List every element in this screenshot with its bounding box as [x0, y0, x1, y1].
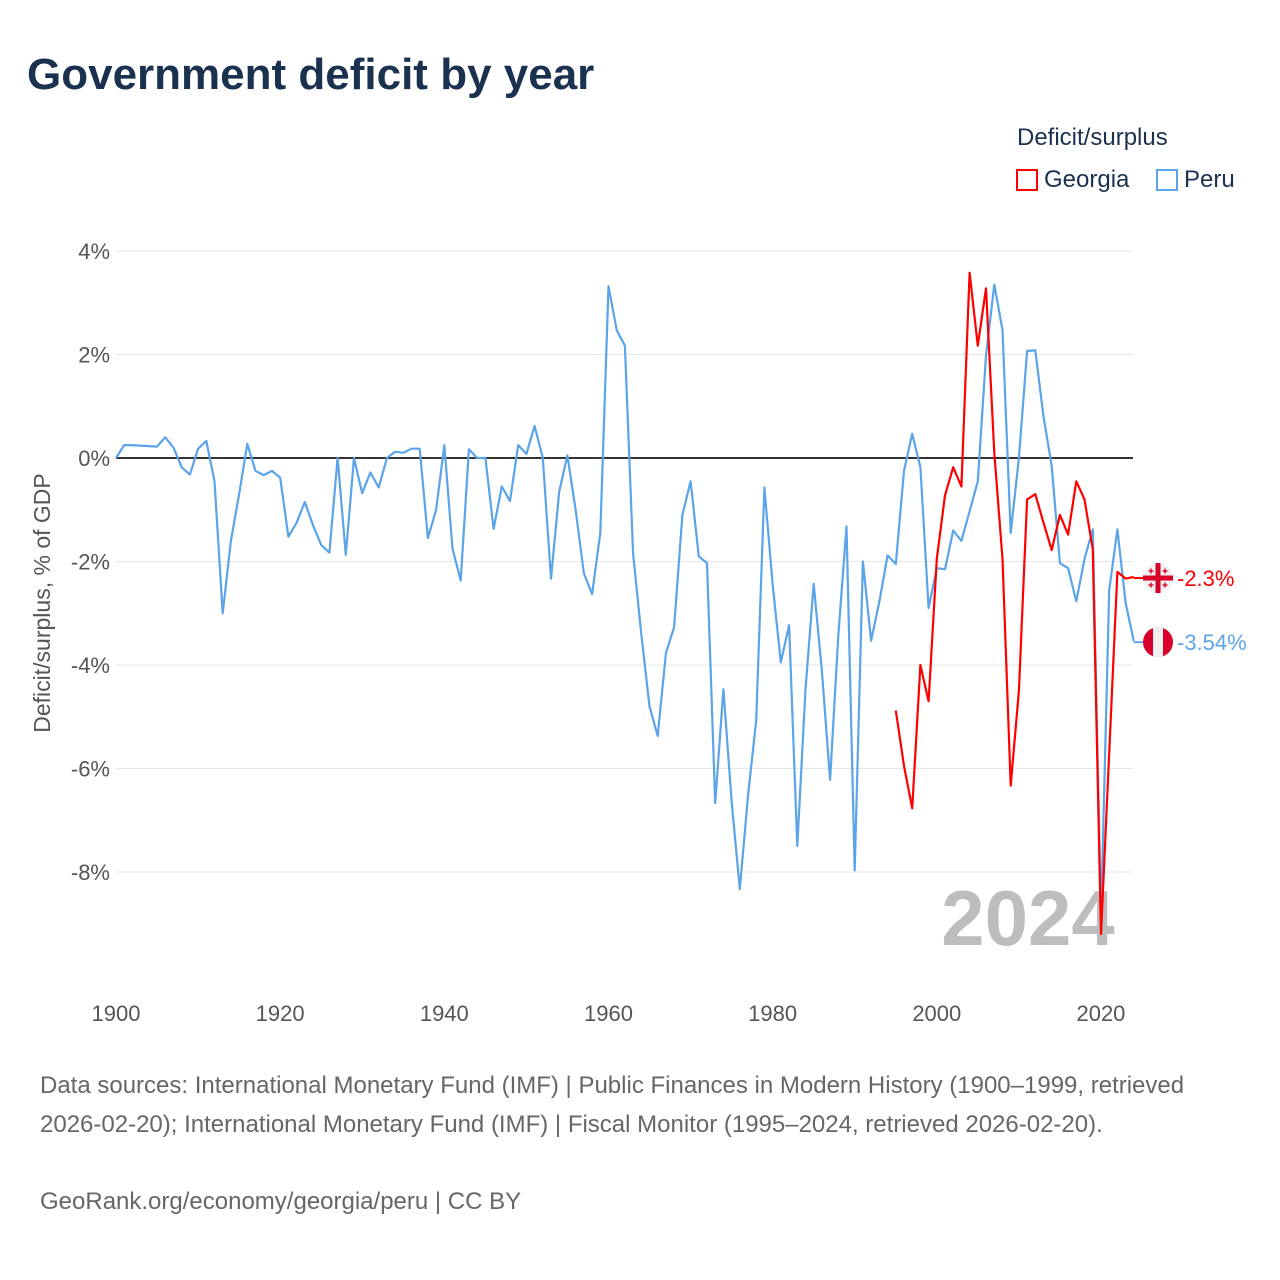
y-tick-label: -6%: [71, 757, 110, 782]
legend-swatch-georgia: [1016, 169, 1038, 191]
flag-small-cross: [1150, 582, 1152, 588]
y-tick-label: 0%: [78, 446, 110, 471]
end-label-georgia: -2.3%: [1177, 566, 1234, 591]
legend-swatch-peru: [1156, 169, 1178, 191]
legend-item-peru[interactable]: Peru: [1156, 166, 1235, 194]
data-sources: Data sources: International Monetary Fun…: [40, 1072, 1185, 1138]
x-tick-label: 1980: [748, 1001, 797, 1026]
y-tick-label: -8%: [71, 860, 110, 885]
x-tick-label: 1920: [256, 1001, 305, 1026]
y-tick-label: -2%: [71, 550, 110, 575]
legend-label-georgia: Georgia: [1044, 166, 1130, 193]
credit-link[interactable]: GeoRank.org/economy/georgia/peru | CC BY: [40, 1188, 522, 1215]
series-line-peru: [115, 283, 1135, 920]
x-tick-label: 1940: [420, 1001, 469, 1026]
legend-item-georgia[interactable]: Georgia: [1016, 166, 1129, 194]
peru-flag-icon: [1143, 627, 1173, 658]
year-watermark: 2024: [941, 874, 1115, 962]
georgia-flag-icon: [1143, 563, 1173, 594]
flag-cross-v: [1155, 563, 1161, 594]
flag-small-cross: [1150, 568, 1152, 574]
flag-white: [1153, 627, 1163, 658]
x-tick-label: 1960: [584, 1001, 633, 1026]
chart-title: Government deficit by year: [27, 50, 595, 99]
x-tick-label: 2020: [1076, 1001, 1125, 1026]
series-line-georgia: [894, 271, 1135, 936]
end-label-peru: -3.54%: [1177, 630, 1247, 655]
y-axis-label: Deficit/surplus, % of GDP: [29, 473, 55, 732]
x-tick-label: 2000: [912, 1001, 961, 1026]
flag-small-cross: [1164, 568, 1166, 574]
legend-title: Deficit/surplus: [1017, 124, 1168, 151]
flag-small-cross: [1164, 582, 1166, 588]
y-tick-label: 4%: [78, 239, 110, 264]
x-tick-label: 1900: [92, 1001, 141, 1026]
y-tick-label: -4%: [71, 653, 110, 678]
y-tick-label: 2%: [78, 343, 110, 368]
legend-label-peru: Peru: [1184, 166, 1235, 193]
chart-plot: 4% 2% 0% -2% -4% -6% -8% 2024 1900 1920 1940 1960…: [29, 239, 1247, 1026]
